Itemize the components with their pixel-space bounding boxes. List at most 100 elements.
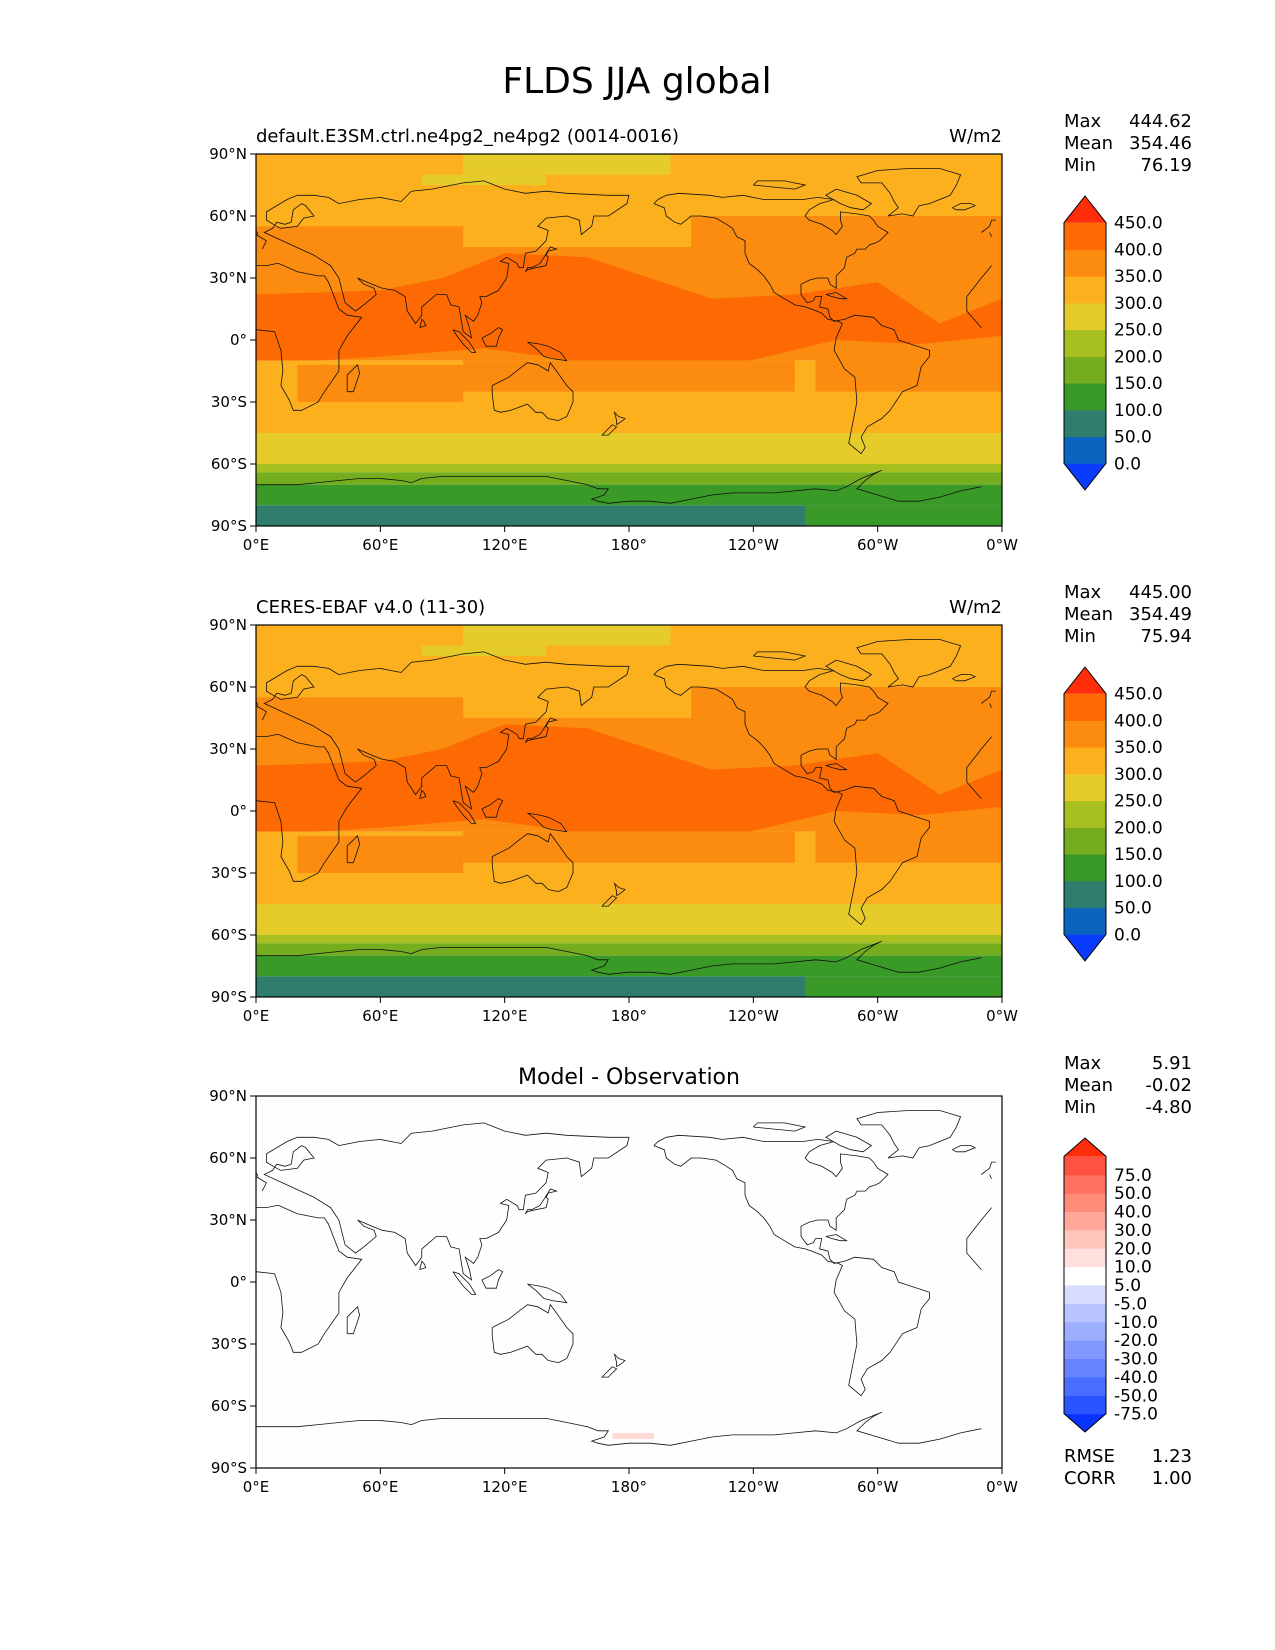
- colorbar-swatch: [1064, 1285, 1106, 1304]
- field-band: [463, 625, 671, 646]
- lon-tick-label: 180°: [611, 536, 647, 554]
- field-band: [256, 253, 1002, 371]
- colorbar-swatch: [1064, 1413, 1106, 1432]
- lon-tick-label: 60°W: [857, 1007, 899, 1025]
- lon-tick-label: 60°E: [362, 536, 398, 554]
- coastline: [989, 1174, 992, 1179]
- colorbar-swatch: [1064, 356, 1106, 384]
- colorbar-label: -50.0: [1114, 1386, 1158, 1406]
- colorbar-label: -20.0: [1114, 1331, 1158, 1351]
- coastline: [653, 1134, 930, 1397]
- lat-tick-label: 90°S: [211, 517, 247, 535]
- coastline: [966, 736, 992, 799]
- colorbar-swatch: [1064, 1376, 1106, 1396]
- coastline: [613, 410, 626, 426]
- colorbar-outline: [1063, 666, 1107, 962]
- colorbar-swatch: [1064, 1340, 1106, 1359]
- colorbar-label: 200.0: [1114, 347, 1163, 367]
- coastline: [981, 219, 996, 233]
- lon-tick-label: 60°W: [857, 1478, 899, 1496]
- lon-tick-label: 0°W: [986, 1478, 1018, 1496]
- coastline: [527, 1283, 568, 1304]
- coastline: [825, 1234, 849, 1242]
- stat-label: Max: [1064, 111, 1102, 132]
- lon-tick-label: 120°W: [728, 1478, 779, 1496]
- lon-tick-label: 120°W: [728, 536, 779, 554]
- lat-tick-label: 90°N: [209, 616, 247, 634]
- colorbar-label: 400.0: [1114, 240, 1163, 260]
- colorbar-label: 450.0: [1114, 685, 1163, 705]
- colorbar-swatch: [1064, 1266, 1106, 1286]
- coastline: [525, 717, 558, 744]
- lon-tick-label: 0°E: [243, 536, 270, 554]
- field-band: [805, 505, 1002, 526]
- coastline: [613, 1352, 626, 1368]
- coastline: [601, 424, 618, 436]
- colorbar-label: 150.0: [1114, 374, 1163, 394]
- stat-label: Mean: [1064, 604, 1113, 625]
- colorbar-swatch: [1064, 463, 1106, 490]
- colorbar-label: 300.0: [1114, 294, 1163, 314]
- coastline: [527, 812, 568, 833]
- coastline: [825, 292, 849, 300]
- lat-tick-label: 0°: [230, 802, 247, 820]
- coastline: [346, 1306, 361, 1335]
- field-band: [256, 935, 1002, 944]
- lat-tick-label: 30°N: [209, 740, 247, 758]
- lat-tick-label: 90°S: [211, 1459, 247, 1477]
- coastline: [613, 881, 626, 897]
- lon-tick-label: 0°W: [986, 536, 1018, 554]
- colorbar-swatch: [1064, 693, 1106, 721]
- colorbar-label: -10.0: [1114, 1313, 1158, 1333]
- colorbar-swatch: [1064, 1193, 1106, 1212]
- coastline: [256, 263, 363, 411]
- coastline: [629, 1411, 982, 1446]
- lon-tick-label: 60°E: [362, 1478, 398, 1496]
- field-band: [256, 955, 1002, 977]
- coastline: [346, 835, 361, 864]
- lon-tick-label: 120°W: [728, 1007, 779, 1025]
- coastline: [981, 1161, 996, 1175]
- field-band: [297, 364, 464, 402]
- lat-tick-label: 30°S: [211, 393, 247, 411]
- coastline: [527, 341, 568, 362]
- colorbar-swatch: [1064, 1174, 1106, 1194]
- colorbar-label: 30.0: [1114, 1221, 1152, 1241]
- colorbar-label: 20.0: [1114, 1239, 1152, 1259]
- field-band: [463, 154, 671, 175]
- colorbar-label: 350.0: [1114, 267, 1163, 287]
- coastline: [256, 234, 267, 250]
- coastline: [481, 1269, 504, 1289]
- colorbar-label: 150.0: [1114, 845, 1163, 865]
- coastline: [452, 329, 477, 353]
- field-band: [256, 724, 1002, 842]
- stat-value: 445.00: [1129, 582, 1192, 603]
- difference-field: [256, 1096, 1002, 1468]
- colorbar-swatch: [1064, 1138, 1106, 1157]
- field-band: [805, 976, 1002, 997]
- coastline: [825, 1130, 873, 1153]
- coastline: [856, 1110, 962, 1159]
- lat-tick-label: 90°S: [211, 988, 247, 1006]
- map-frame: [255, 1095, 1003, 1469]
- colorbar-label: 100.0: [1114, 401, 1163, 421]
- score-value: 1.00: [1152, 1468, 1192, 1489]
- stat-value: 444.62: [1129, 111, 1192, 132]
- coastline: [952, 203, 977, 211]
- colorbar-swatch: [1064, 329, 1106, 357]
- coastline: [753, 651, 807, 661]
- coastline: [452, 1271, 477, 1295]
- colorbar-label: 350.0: [1114, 738, 1163, 758]
- stat-value: 76.19: [1140, 155, 1192, 176]
- coastline: [481, 327, 504, 347]
- colorbar-swatch: [1064, 276, 1106, 304]
- score-label: CORR: [1064, 1468, 1116, 1489]
- colorbar-swatch: [1064, 907, 1106, 935]
- colorbar-swatch: [1064, 409, 1106, 438]
- colorbar-label: 0.0: [1114, 925, 1141, 945]
- colorbar-label: 5.0: [1114, 1276, 1141, 1296]
- coastline: [419, 1260, 427, 1270]
- colorbar-swatch: [1064, 383, 1106, 411]
- coastline: [825, 659, 873, 682]
